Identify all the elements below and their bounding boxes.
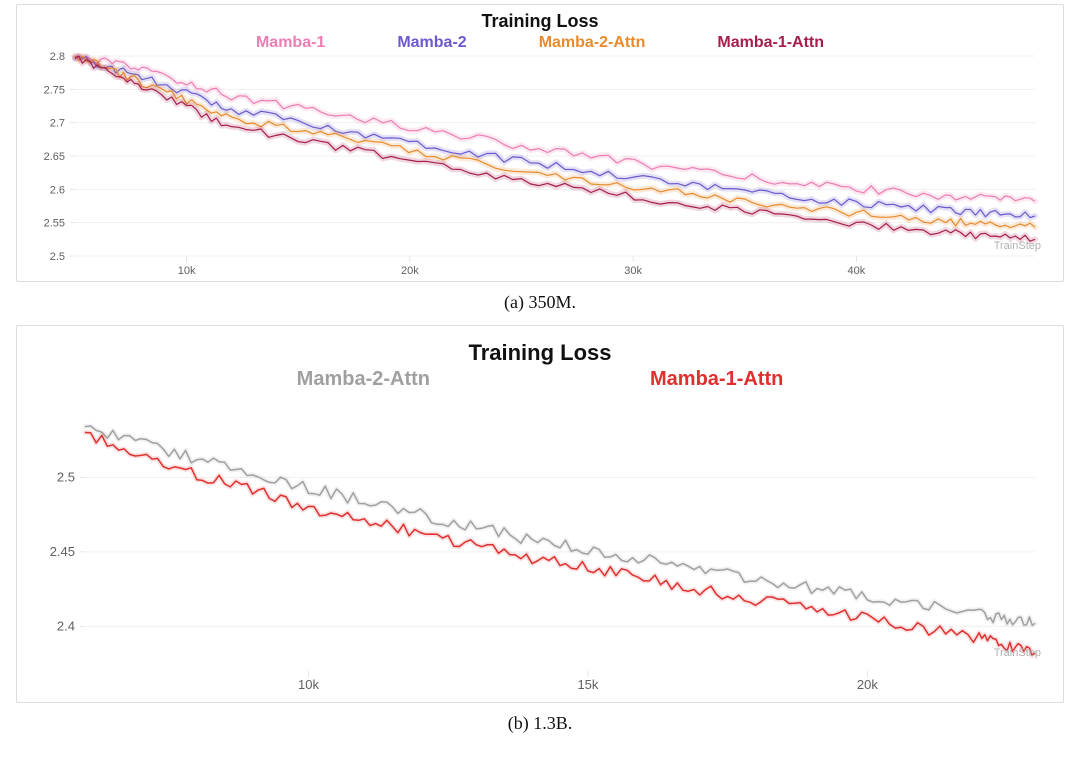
svg-text:20k: 20k bbox=[401, 265, 419, 277]
legend-item-b-mamba-1-attn: Mamba-1-Attn bbox=[650, 368, 783, 391]
panel-a: Training Loss Mamba-1 Mamba-2 Mamba-2-At… bbox=[16, 4, 1064, 282]
legend-item-mamba-2-attn: Mamba-2-Attn bbox=[539, 34, 646, 52]
chart-b-title: Training Loss bbox=[17, 326, 1063, 366]
svg-text:10k: 10k bbox=[178, 265, 196, 277]
page-root: Training Loss Mamba-1 Mamba-2 Mamba-2-At… bbox=[0, 0, 1080, 773]
legend-item-mamba-1: Mamba-1 bbox=[256, 34, 325, 52]
chart-b-x-axis-label: TrainStep bbox=[994, 647, 1041, 659]
svg-text:2.55: 2.55 bbox=[44, 218, 65, 230]
chart-a-plot-area: 2.52.552.62.652.72.752.810k20k30k40k Tra… bbox=[75, 56, 1045, 280]
svg-text:10k: 10k bbox=[298, 677, 319, 692]
svg-text:2.75: 2.75 bbox=[44, 84, 65, 96]
chart-b-svg: 2.42.452.510k15k20k bbox=[85, 403, 1035, 695]
svg-text:2.7: 2.7 bbox=[50, 118, 65, 130]
svg-text:30k: 30k bbox=[624, 265, 642, 277]
panel-b: Training Loss Mamba-2-Attn Mamba-1-Attn … bbox=[16, 325, 1064, 703]
svg-text:2.5: 2.5 bbox=[57, 469, 75, 484]
chart-b-plot-area: 2.42.452.510k15k20k TrainStep bbox=[85, 403, 1045, 695]
chart-a-title: Training Loss bbox=[17, 5, 1063, 32]
svg-text:20k: 20k bbox=[857, 677, 878, 692]
caption-a: (a) 350M. bbox=[16, 292, 1064, 313]
series-line-mamba-2 bbox=[75, 56, 1035, 218]
chart-a-x-axis-label: TrainStep bbox=[994, 240, 1041, 252]
svg-text:2.65: 2.65 bbox=[44, 151, 65, 163]
chart-a-legend: Mamba-1 Mamba-2 Mamba-2-Attn Mamba-1-Att… bbox=[17, 34, 1063, 52]
svg-text:2.5: 2.5 bbox=[50, 251, 65, 263]
legend-item-b-mamba-2-attn: Mamba-2-Attn bbox=[297, 368, 430, 391]
legend-item-mamba-2: Mamba-2 bbox=[397, 34, 466, 52]
svg-text:15k: 15k bbox=[577, 677, 598, 692]
svg-text:40k: 40k bbox=[848, 265, 866, 277]
svg-text:2.4: 2.4 bbox=[57, 618, 75, 633]
caption-b: (b) 1.3B. bbox=[16, 713, 1064, 734]
svg-text:2.45: 2.45 bbox=[50, 544, 75, 559]
series-line-mamba-1 bbox=[75, 56, 1035, 201]
series-line-mamba-2-attn bbox=[85, 426, 1035, 625]
legend-item-mamba-1-attn: Mamba-1-Attn bbox=[717, 34, 824, 52]
chart-b-legend: Mamba-2-Attn Mamba-1-Attn bbox=[17, 368, 1063, 391]
chart-a-svg: 2.52.552.62.652.72.752.810k20k30k40k bbox=[75, 56, 1035, 280]
svg-text:2.6: 2.6 bbox=[50, 184, 65, 196]
svg-text:2.8: 2.8 bbox=[50, 51, 65, 63]
